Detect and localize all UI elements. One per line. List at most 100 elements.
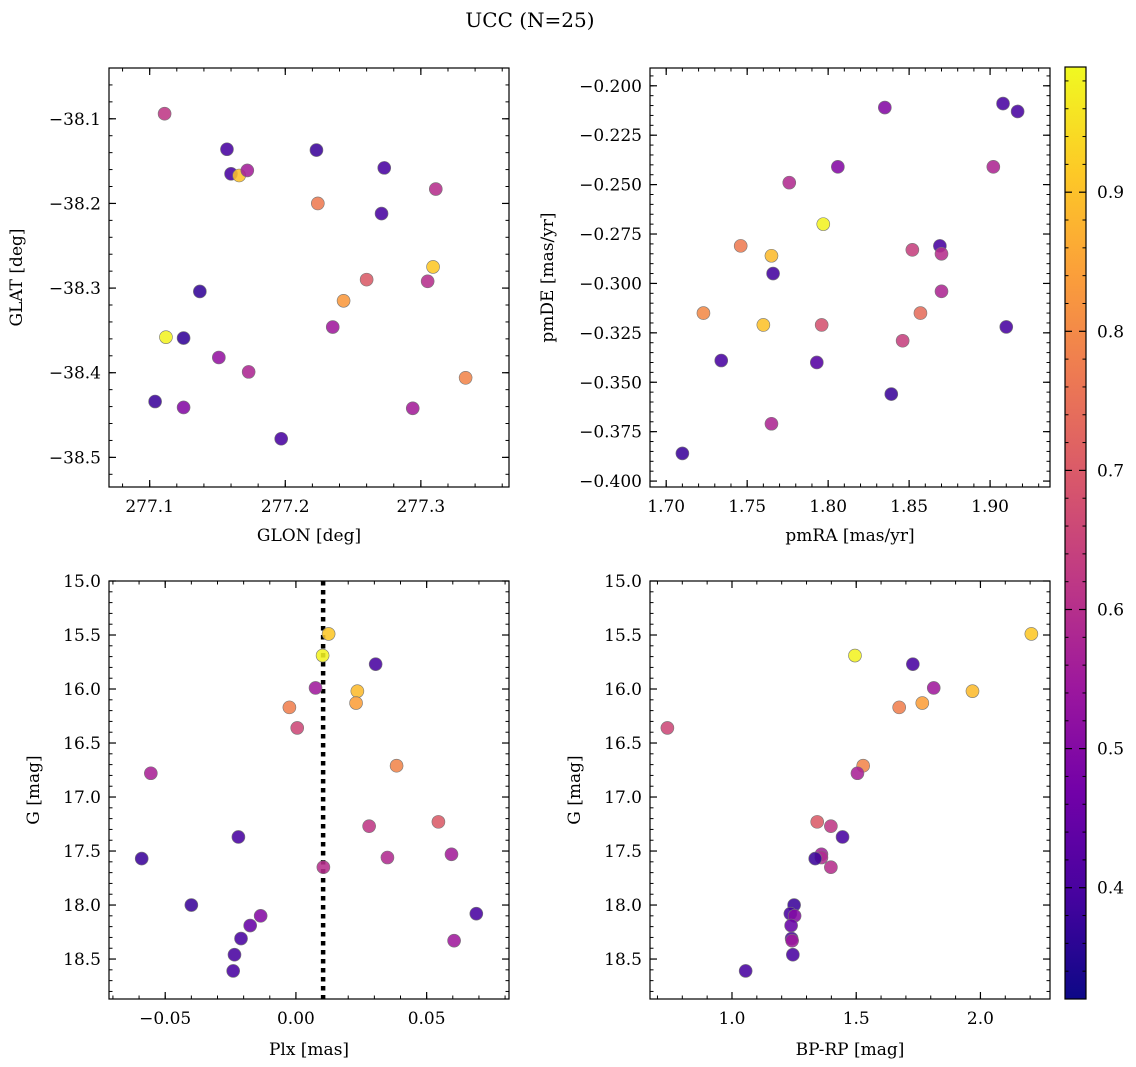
figure-title: UCC (N=25) bbox=[465, 8, 594, 32]
data-point bbox=[184, 898, 199, 912]
data-point bbox=[965, 684, 980, 698]
data-point bbox=[999, 320, 1014, 334]
data-point bbox=[675, 446, 690, 461]
data-point bbox=[764, 248, 779, 263]
y-tick-label: −38.5 bbox=[49, 448, 101, 468]
x-tick-label: 1.80 bbox=[809, 497, 847, 517]
x-tick-label: 0.00 bbox=[277, 1009, 315, 1029]
data-point bbox=[892, 700, 906, 715]
y-tick-label: 15.0 bbox=[63, 572, 101, 592]
data-point bbox=[241, 365, 256, 379]
y-tick-label: −0.325 bbox=[579, 324, 642, 344]
x-tick-label: −0.05 bbox=[139, 1009, 191, 1029]
data-point bbox=[405, 401, 420, 416]
data-point bbox=[915, 696, 930, 710]
data-point bbox=[176, 400, 191, 415]
data-point bbox=[226, 964, 240, 978]
data-point bbox=[315, 648, 330, 663]
data-point bbox=[926, 681, 941, 695]
y-tick-label: −38.3 bbox=[49, 279, 101, 299]
x-tick-label: 0.05 bbox=[408, 1009, 446, 1029]
y-axis-label: GLAT [deg] bbox=[7, 228, 27, 326]
colorbar-tick-label: 0.5 bbox=[1097, 740, 1124, 760]
x-axis-label: BP-RP [mag] bbox=[796, 1040, 905, 1060]
data-point bbox=[368, 657, 383, 671]
data-point bbox=[814, 318, 829, 332]
x-tick-label: 1.75 bbox=[728, 497, 766, 517]
data-point bbox=[733, 239, 748, 253]
data-point bbox=[176, 331, 191, 345]
y-axis-label: G [mag] bbox=[565, 755, 585, 824]
data-point bbox=[986, 160, 1001, 174]
data-point bbox=[359, 272, 374, 287]
y-tick-label: −0.275 bbox=[579, 225, 642, 245]
y-tick-label: 18.5 bbox=[604, 950, 642, 970]
y-tick-label: 15.0 bbox=[604, 572, 642, 592]
y-tick-label: 17.5 bbox=[63, 842, 101, 862]
data-point bbox=[913, 306, 928, 320]
data-point bbox=[738, 964, 753, 978]
axes-frame bbox=[108, 67, 510, 488]
axes-frame bbox=[649, 67, 1051, 488]
y-axis-label: G [mag] bbox=[24, 755, 44, 824]
colorbar-tick-label: 0.8 bbox=[1097, 322, 1124, 342]
data-point bbox=[253, 909, 268, 923]
data-point bbox=[784, 918, 798, 933]
colorbar-frame bbox=[1064, 66, 1087, 1000]
x-axis-label: pmRA [mas/yr] bbox=[785, 526, 914, 546]
y-tick-label: −0.300 bbox=[579, 274, 642, 294]
data-point bbox=[831, 160, 845, 174]
data-point bbox=[311, 196, 325, 211]
y-tick-label: 17.0 bbox=[63, 788, 101, 808]
x-tick-label: 277.1 bbox=[125, 497, 174, 517]
data-point bbox=[444, 847, 459, 862]
x-tick-label: 277.2 bbox=[261, 497, 310, 517]
x-tick-label: 1.5 bbox=[843, 1009, 870, 1029]
data-point bbox=[321, 627, 336, 641]
x-axis-label: GLON [deg] bbox=[257, 526, 361, 546]
data-point bbox=[469, 906, 484, 921]
data-point bbox=[766, 266, 780, 281]
data-point bbox=[895, 333, 910, 348]
data-point bbox=[1024, 627, 1039, 641]
y-tick-label: 18.0 bbox=[604, 896, 642, 916]
data-point bbox=[906, 657, 920, 671]
data-point bbox=[660, 721, 675, 735]
data-point bbox=[808, 851, 823, 866]
panel-plx-g: −0.05 0.00 0.05 15.0 15.5 16.0 16.5 17.0 17.5 18.… bbox=[24, 572, 510, 1060]
data-point bbox=[835, 830, 850, 844]
x-tick-label: 1.85 bbox=[890, 497, 928, 517]
data-point bbox=[282, 700, 297, 715]
data-point bbox=[934, 246, 949, 261]
x-tick-label: 2.0 bbox=[967, 1009, 994, 1029]
y-tick-label: 16.5 bbox=[604, 734, 642, 754]
data-point bbox=[336, 293, 351, 308]
y-tick-label: 18.0 bbox=[63, 896, 101, 916]
data-point bbox=[810, 815, 825, 829]
data-point bbox=[350, 684, 365, 698]
data-point bbox=[380, 850, 395, 865]
axes-frame bbox=[108, 580, 510, 1000]
y-tick-label: 16.5 bbox=[63, 734, 101, 754]
y-tick-label: 15.5 bbox=[604, 626, 642, 646]
data-point bbox=[377, 161, 392, 175]
y-tick-label: 16.0 bbox=[63, 680, 101, 700]
data-point bbox=[308, 681, 323, 695]
data-point bbox=[782, 175, 797, 190]
data-point bbox=[389, 758, 404, 773]
data-point bbox=[193, 284, 207, 299]
y-tick-label: 16.0 bbox=[604, 680, 642, 700]
y-tick-label: −0.225 bbox=[579, 126, 642, 146]
data-point bbox=[231, 830, 246, 844]
data-point bbox=[212, 350, 226, 365]
data-point bbox=[220, 142, 234, 157]
x-tick-label: 1.0 bbox=[718, 1009, 745, 1029]
colorbar-tick-label: 0.6 bbox=[1097, 601, 1124, 621]
data-point bbox=[816, 217, 831, 231]
data-point bbox=[458, 371, 473, 385]
panel-glon-glat: 277.1 277.2 277.3 −38.1 −38.2 −38.3 −38.4 −38.5… bbox=[7, 67, 510, 546]
data-point bbox=[374, 206, 389, 221]
data-point bbox=[764, 416, 779, 431]
data-point bbox=[1010, 104, 1025, 119]
